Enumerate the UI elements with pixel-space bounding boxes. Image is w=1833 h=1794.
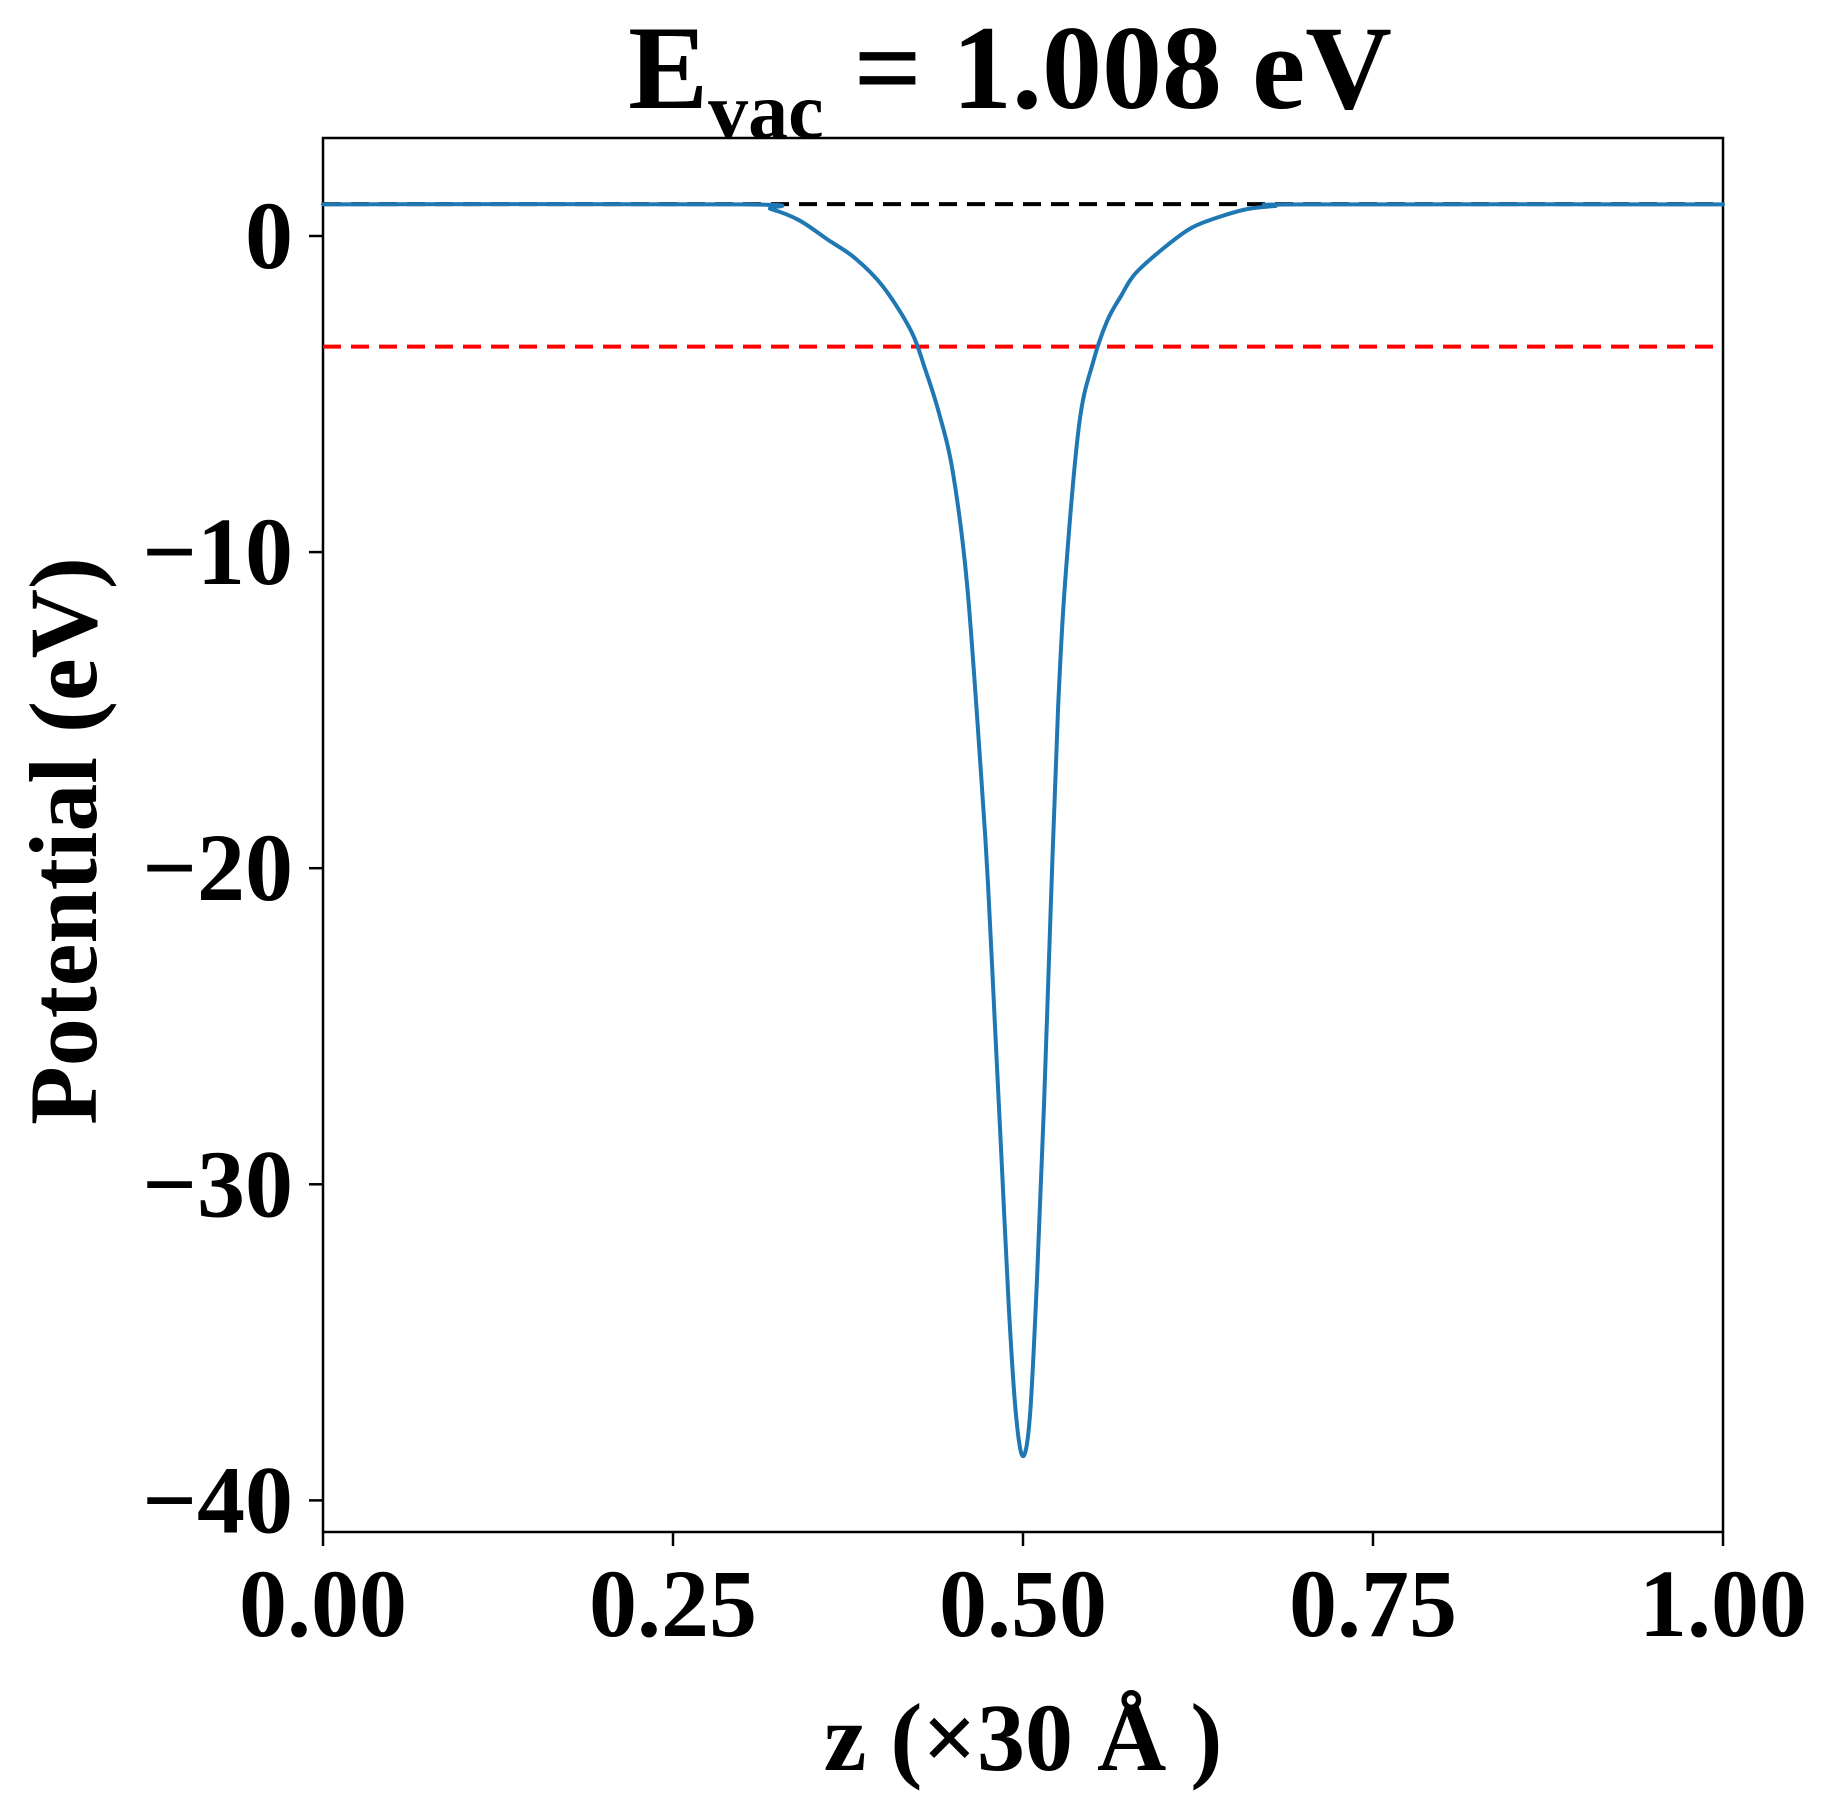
y-axis-label: Potential (eV) <box>10 557 117 1125</box>
x-tick-label: 1.00 <box>1639 1550 1807 1657</box>
x-axis-ticks: 0.00 0.25 0.50 0.75 1.00 <box>239 1532 1807 1657</box>
series-line-0 <box>321 202 1725 1459</box>
chart-title-subscript: vac <box>708 68 824 156</box>
y-tick-label: −30 <box>142 1130 293 1237</box>
chart-title: Evac = 1.008 eV <box>628 1 1392 156</box>
chart-title-main: E <box>628 1 708 134</box>
y-tick-label: −20 <box>142 814 293 921</box>
x-tick-label: 0.25 <box>589 1550 757 1657</box>
chart-title-rest: = 1.008 eV <box>824 1 1392 134</box>
y-tick-label: 0 <box>245 182 293 289</box>
x-tick-label: 0.00 <box>239 1550 407 1657</box>
y-tick-label: −40 <box>142 1446 293 1553</box>
x-tick-label: 0.50 <box>939 1550 1107 1657</box>
y-tick-label: −10 <box>142 498 293 605</box>
series-layer <box>321 202 1725 1459</box>
y-axis-ticks: 0 −10 −20 −30 −40 <box>142 182 323 1553</box>
x-tick-label: 0.75 <box>1289 1550 1457 1657</box>
reference-lines <box>323 202 1723 349</box>
x-axis-label: z (×30 Å ) <box>824 1684 1223 1791</box>
